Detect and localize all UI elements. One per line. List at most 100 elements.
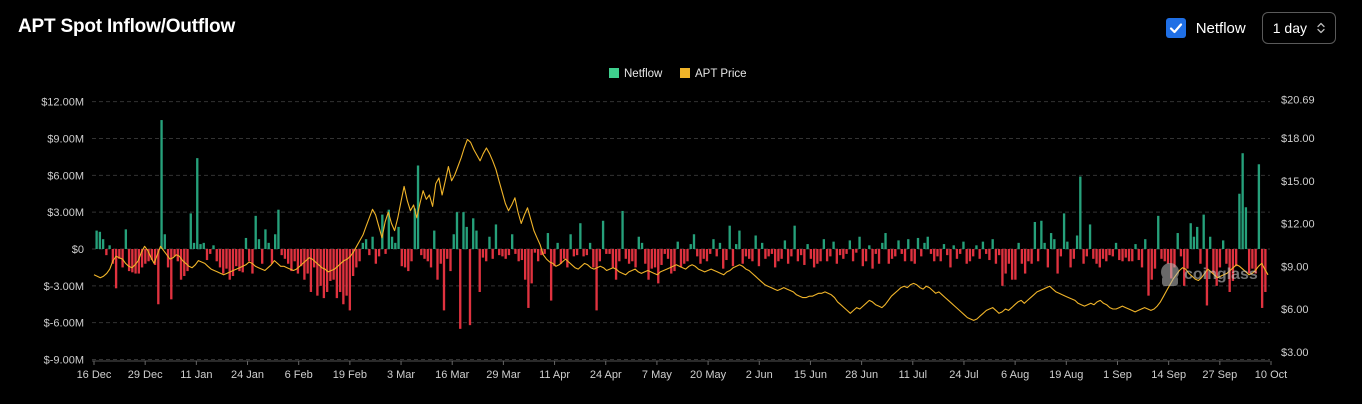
netflow-bar[interactable]	[166, 249, 170, 268]
netflow-bar[interactable]	[101, 239, 105, 249]
netflow-bar[interactable]	[251, 249, 254, 274]
netflow-bar[interactable]	[949, 249, 952, 268]
netflow-bar[interactable]	[459, 249, 462, 329]
netflow-bar[interactable]	[864, 249, 868, 262]
netflow-bar[interactable]	[871, 249, 874, 269]
netflow-bar[interactable]	[916, 237, 920, 249]
netflow-bar[interactable]	[715, 249, 718, 257]
netflow-bar[interactable]	[955, 249, 959, 259]
netflow-bar[interactable]	[465, 226, 468, 249]
netflow-bar[interactable]	[562, 249, 566, 259]
netflow-bar[interactable]	[621, 210, 624, 249]
netflow-bar[interactable]	[355, 249, 358, 268]
netflow-bar[interactable]	[212, 245, 215, 249]
netflow-bar[interactable]	[131, 249, 134, 273]
netflow-bar[interactable]	[965, 249, 968, 264]
netflow-bar[interactable]	[712, 239, 715, 249]
netflow-bar[interactable]	[475, 230, 478, 249]
netflow-bar[interactable]	[608, 249, 611, 254]
netflow-bar[interactable]	[1121, 249, 1124, 262]
netflow-bar[interactable]	[192, 242, 196, 249]
netflow-bar[interactable]	[757, 249, 761, 267]
netflow-bar[interactable]	[124, 229, 128, 249]
netflow-bar[interactable]	[822, 239, 826, 249]
netflow-bar[interactable]	[920, 249, 923, 257]
netflow-bar[interactable]	[858, 236, 861, 249]
netflow-bar[interactable]	[783, 240, 787, 249]
netflow-bar[interactable]	[1124, 249, 1127, 258]
netflow-bar[interactable]	[540, 249, 543, 256]
netflow-bar[interactable]	[569, 234, 572, 249]
netflow-bar[interactable]	[881, 242, 884, 249]
netflow-bar[interactable]	[290, 249, 293, 272]
netflow-bar[interactable]	[485, 249, 488, 262]
netflow-bar[interactable]	[118, 249, 121, 259]
netflow-bar[interactable]	[108, 245, 111, 249]
netflow-bar[interactable]	[478, 249, 481, 292]
netflow-bar[interactable]	[231, 249, 235, 277]
netflow-bar[interactable]	[1004, 249, 1007, 274]
netflow-bar[interactable]	[838, 249, 842, 256]
netflow-bar[interactable]	[1215, 249, 1218, 286]
netflow-bar[interactable]	[299, 249, 303, 267]
netflow-bar[interactable]	[650, 249, 653, 269]
netflow-bar[interactable]	[140, 249, 144, 268]
netflow-bar[interactable]	[163, 234, 166, 249]
netflow-bar[interactable]	[851, 249, 855, 262]
netflow-bar[interactable]	[436, 249, 439, 280]
netflow-bar[interactable]	[959, 249, 962, 254]
netflow-bar[interactable]	[504, 249, 507, 259]
netflow-bar[interactable]	[134, 249, 137, 274]
netflow-bar[interactable]	[1082, 249, 1085, 264]
netflow-bar[interactable]	[572, 249, 576, 257]
netflow-bar[interactable]	[559, 249, 563, 264]
netflow-bar[interactable]	[1098, 249, 1101, 268]
netflow-bar[interactable]	[1101, 249, 1105, 259]
netflow-bar[interactable]	[897, 240, 900, 249]
netflow-bar[interactable]	[1196, 226, 1199, 249]
netflow-bar[interactable]	[673, 249, 676, 272]
netflow-bar[interactable]	[1027, 249, 1030, 262]
netflow-bar[interactable]	[507, 249, 511, 256]
netflow-bar[interactable]	[598, 249, 602, 262]
netflow-bar[interactable]	[780, 249, 783, 259]
netflow-bar[interactable]	[595, 249, 598, 311]
netflow-bar[interactable]	[468, 249, 472, 326]
netflow-bar[interactable]	[222, 249, 225, 274]
netflow-bar[interactable]	[527, 249, 530, 308]
netflow-bar[interactable]	[283, 249, 287, 259]
netflow-bar[interactable]	[653, 249, 657, 268]
netflow-bar[interactable]	[689, 244, 692, 249]
netflow-bar[interactable]	[488, 236, 491, 249]
netflow-bar[interactable]	[679, 249, 683, 268]
netflow-bar[interactable]	[186, 249, 189, 272]
netflow-bar[interactable]	[1225, 249, 1228, 264]
netflow-bar[interactable]	[741, 249, 744, 264]
netflow-bar[interactable]	[209, 249, 212, 254]
netflow-bar[interactable]	[1053, 239, 1056, 249]
netflow-bar[interactable]	[215, 249, 218, 262]
netflow-bar[interactable]	[894, 249, 897, 257]
netflow-bar[interactable]	[420, 249, 423, 256]
netflow-bar[interactable]	[676, 241, 679, 249]
netflow-bar[interactable]	[1247, 249, 1251, 274]
netflow-bar[interactable]	[413, 208, 416, 249]
netflow-bar[interactable]	[549, 249, 553, 301]
netflow-bar[interactable]	[218, 249, 222, 268]
netflow-bar[interactable]	[157, 249, 160, 305]
netflow-bar[interactable]	[433, 230, 436, 249]
netflow-bar[interactable]	[267, 242, 270, 249]
netflow-bar[interactable]	[946, 249, 949, 256]
netflow-bar[interactable]	[1111, 249, 1114, 257]
netflow-bar[interactable]	[1079, 176, 1082, 249]
netflow-bar[interactable]	[773, 249, 777, 268]
netflow-bar[interactable]	[244, 237, 248, 249]
netflow-bar[interactable]	[582, 249, 585, 257]
netflow-bar[interactable]	[400, 249, 403, 267]
netflow-bar[interactable]	[799, 249, 803, 256]
netflow-bar[interactable]	[189, 213, 192, 249]
netflow-bar[interactable]	[767, 249, 770, 257]
netflow-bar[interactable]	[605, 249, 608, 254]
netflow-bar[interactable]	[939, 249, 942, 262]
netflow-bar[interactable]	[358, 249, 361, 262]
